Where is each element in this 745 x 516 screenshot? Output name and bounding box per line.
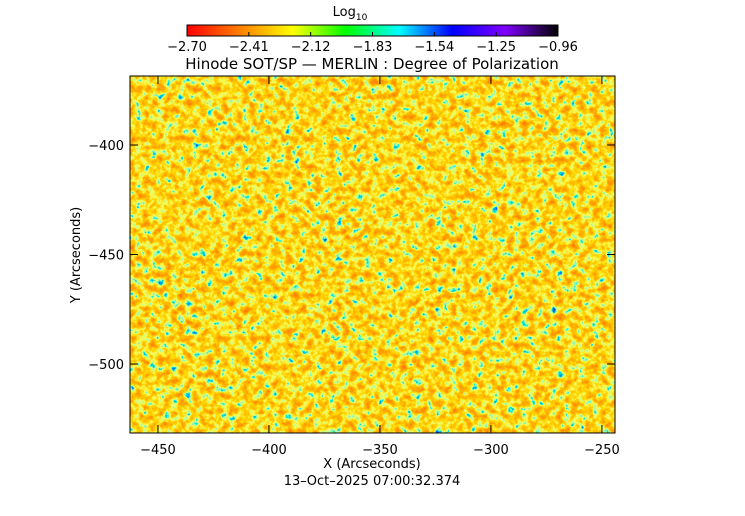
x-axis-label: X (Arcseconds) bbox=[323, 457, 420, 472]
y-tick-label: −500 bbox=[88, 358, 124, 373]
chart-title: Hinode SOT/SP — MERLIN : Degree of Polar… bbox=[185, 55, 559, 73]
y-tick-label: −450 bbox=[88, 249, 124, 264]
x-tick-label: −400 bbox=[251, 443, 287, 458]
colorbar-tick-label: −0.96 bbox=[538, 40, 578, 55]
colorbar-tick-label: −1.83 bbox=[353, 40, 393, 55]
polarization-map bbox=[130, 76, 615, 433]
x-tick-label: −250 bbox=[584, 443, 620, 458]
colorbar-tick-label: −1.54 bbox=[414, 40, 454, 55]
colorbar-label-sub: 10 bbox=[356, 13, 368, 23]
colorbar-tick-label: −2.12 bbox=[291, 40, 331, 55]
footer-date: 13–Oct–2025 07:00:32.374 bbox=[284, 474, 461, 489]
x-tick-label: −450 bbox=[140, 443, 176, 458]
y-tick-label: −400 bbox=[88, 139, 124, 154]
colorbar-tick-label: −1.25 bbox=[476, 40, 516, 55]
x-tick-label: −350 bbox=[362, 443, 398, 458]
colorbar-tick-label: −2.70 bbox=[167, 40, 207, 55]
colorbar-tick-label: −2.41 bbox=[229, 40, 269, 55]
y-axis-label: Y (Arcseconds) bbox=[69, 207, 84, 304]
colorbar-label: Log10 bbox=[333, 5, 368, 23]
x-tick-label: −300 bbox=[473, 443, 509, 458]
colorbar-label-text: Log bbox=[333, 5, 356, 20]
